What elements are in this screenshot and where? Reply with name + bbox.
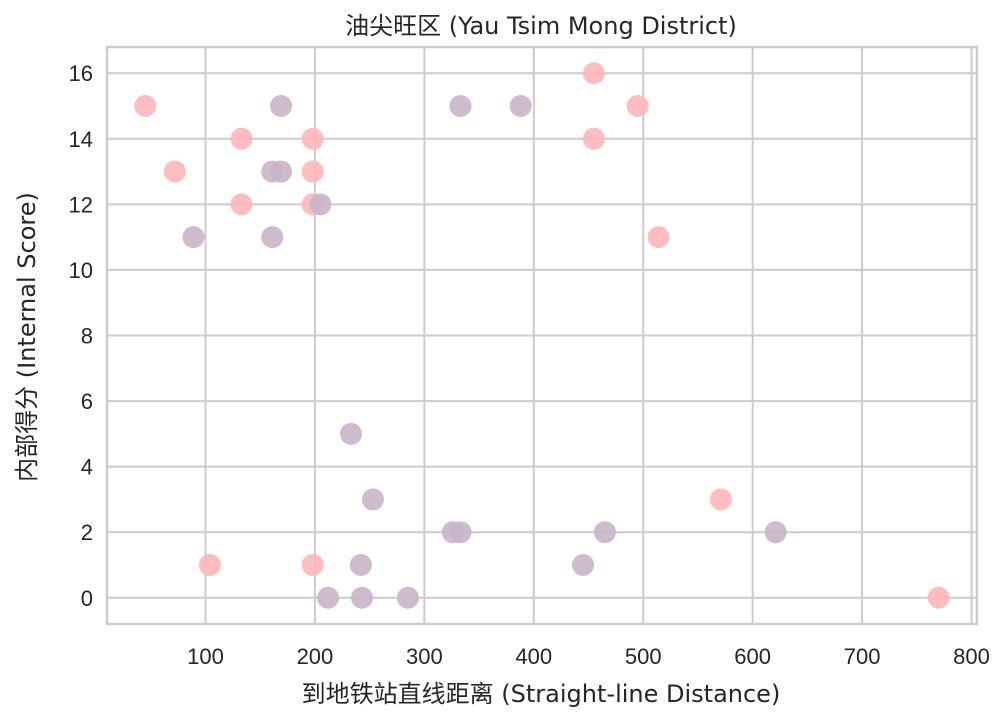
data-point-purple bbox=[261, 226, 284, 249]
data-point-purple bbox=[349, 553, 372, 576]
data-point-pink bbox=[163, 160, 186, 183]
data-point-pink bbox=[230, 193, 253, 216]
data-point-pink bbox=[301, 553, 324, 576]
x-tick-label: 500 bbox=[625, 644, 662, 669]
grid bbox=[107, 47, 977, 624]
x-tick-label: 100 bbox=[187, 644, 224, 669]
x-axis-title: 到地铁站直线距离 (Straight-line Distance) bbox=[302, 680, 781, 708]
data-point-pink bbox=[709, 488, 732, 511]
data-point-purple bbox=[572, 553, 595, 576]
data-point-pink bbox=[582, 62, 605, 85]
data-point-purple bbox=[449, 521, 472, 544]
plot-frame bbox=[105, 45, 979, 626]
y-tick-label: 4 bbox=[81, 455, 93, 480]
data-point-purple bbox=[509, 95, 532, 118]
x-tick-labels: 100 200 300 400 500 600 700 800 bbox=[187, 644, 990, 669]
data-point-pink bbox=[647, 226, 670, 249]
data-point-purple bbox=[396, 586, 419, 609]
data-point-pink bbox=[927, 586, 950, 609]
data-point-pink bbox=[626, 95, 649, 118]
data-point-purple bbox=[449, 95, 472, 118]
y-tick-label: 16 bbox=[69, 61, 93, 86]
x-tick-label: 600 bbox=[734, 644, 771, 669]
y-tick-label: 8 bbox=[81, 324, 93, 349]
data-point-purple bbox=[317, 586, 340, 609]
data-point-purple bbox=[764, 521, 787, 544]
data-point-purple bbox=[340, 422, 363, 445]
y-axis-title: 内部得分 (Internal Score) bbox=[13, 192, 41, 482]
y-tick-label: 0 bbox=[81, 586, 93, 611]
data-point-pink bbox=[134, 95, 157, 118]
y-tick-label: 12 bbox=[69, 192, 93, 217]
data-point-purple bbox=[593, 521, 616, 544]
data-point-pink bbox=[582, 127, 605, 150]
data-point-pink bbox=[198, 553, 221, 576]
data-point-pink bbox=[230, 127, 253, 150]
data-point-purple bbox=[361, 488, 384, 511]
data-point-purple bbox=[309, 193, 332, 216]
x-tick-label: 300 bbox=[406, 644, 443, 669]
data-point-purple bbox=[182, 226, 205, 249]
x-tick-label: 800 bbox=[953, 644, 990, 669]
data-point-purple bbox=[270, 95, 292, 118]
y-tick-label: 14 bbox=[69, 127, 93, 152]
data-point-pink bbox=[301, 160, 324, 183]
x-tick-label: 700 bbox=[844, 644, 881, 669]
data-point-purple bbox=[350, 586, 373, 609]
data-point-purple bbox=[270, 160, 292, 183]
x-tick-label: 400 bbox=[515, 644, 552, 669]
y-tick-label: 10 bbox=[69, 258, 93, 283]
y-tick-label: 2 bbox=[81, 520, 93, 545]
data-point-pink bbox=[301, 127, 324, 150]
chart-title: 油尖旺区 (Yau Tsim Mong District) bbox=[345, 12, 737, 40]
x-tick-label: 200 bbox=[297, 644, 334, 669]
y-tick-label: 6 bbox=[81, 389, 93, 414]
y-tick-labels: 0 2 4 6 8 10 12 14 16 bbox=[69, 61, 93, 611]
data-points bbox=[134, 62, 950, 609]
